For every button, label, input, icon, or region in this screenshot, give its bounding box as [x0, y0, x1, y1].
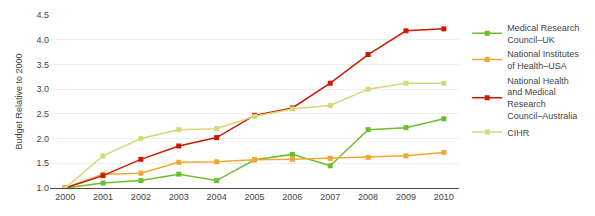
svg-text:2008: 2008: [358, 192, 378, 202]
svg-text:1.0: 1.0: [36, 183, 49, 193]
svg-text:1.5: 1.5: [36, 158, 49, 168]
svg-text:Budget Relative to 2000: Budget Relative to 2000: [14, 53, 24, 149]
svg-text:2002: 2002: [131, 192, 151, 202]
svg-text:2.0: 2.0: [36, 134, 49, 144]
svg-text:3.0: 3.0: [36, 84, 49, 94]
svg-text:2010: 2010: [434, 192, 454, 202]
svg-text:3.5: 3.5: [36, 60, 49, 70]
svg-text:National Healthand MedicalRese: National Healthand MedicalResearchCounci…: [507, 76, 577, 121]
svg-text:2.5: 2.5: [36, 109, 49, 119]
svg-text:National Institutesof Health–U: National Institutesof Health–USA: [507, 49, 579, 71]
svg-text:2009: 2009: [396, 192, 416, 202]
svg-text:2006: 2006: [282, 192, 302, 202]
svg-text:2001: 2001: [93, 192, 113, 202]
svg-text:2007: 2007: [320, 192, 340, 202]
svg-text:2005: 2005: [244, 192, 264, 202]
svg-text:2003: 2003: [169, 192, 189, 202]
svg-text:Medical ResearchCouncil–UK: Medical ResearchCouncil–UK: [507, 23, 579, 45]
svg-text:4.0: 4.0: [36, 35, 49, 45]
svg-text:CIHR: CIHR: [507, 128, 529, 138]
svg-text:2000: 2000: [55, 192, 75, 202]
svg-text:2004: 2004: [207, 192, 227, 202]
svg-text:4.5: 4.5: [36, 10, 49, 20]
